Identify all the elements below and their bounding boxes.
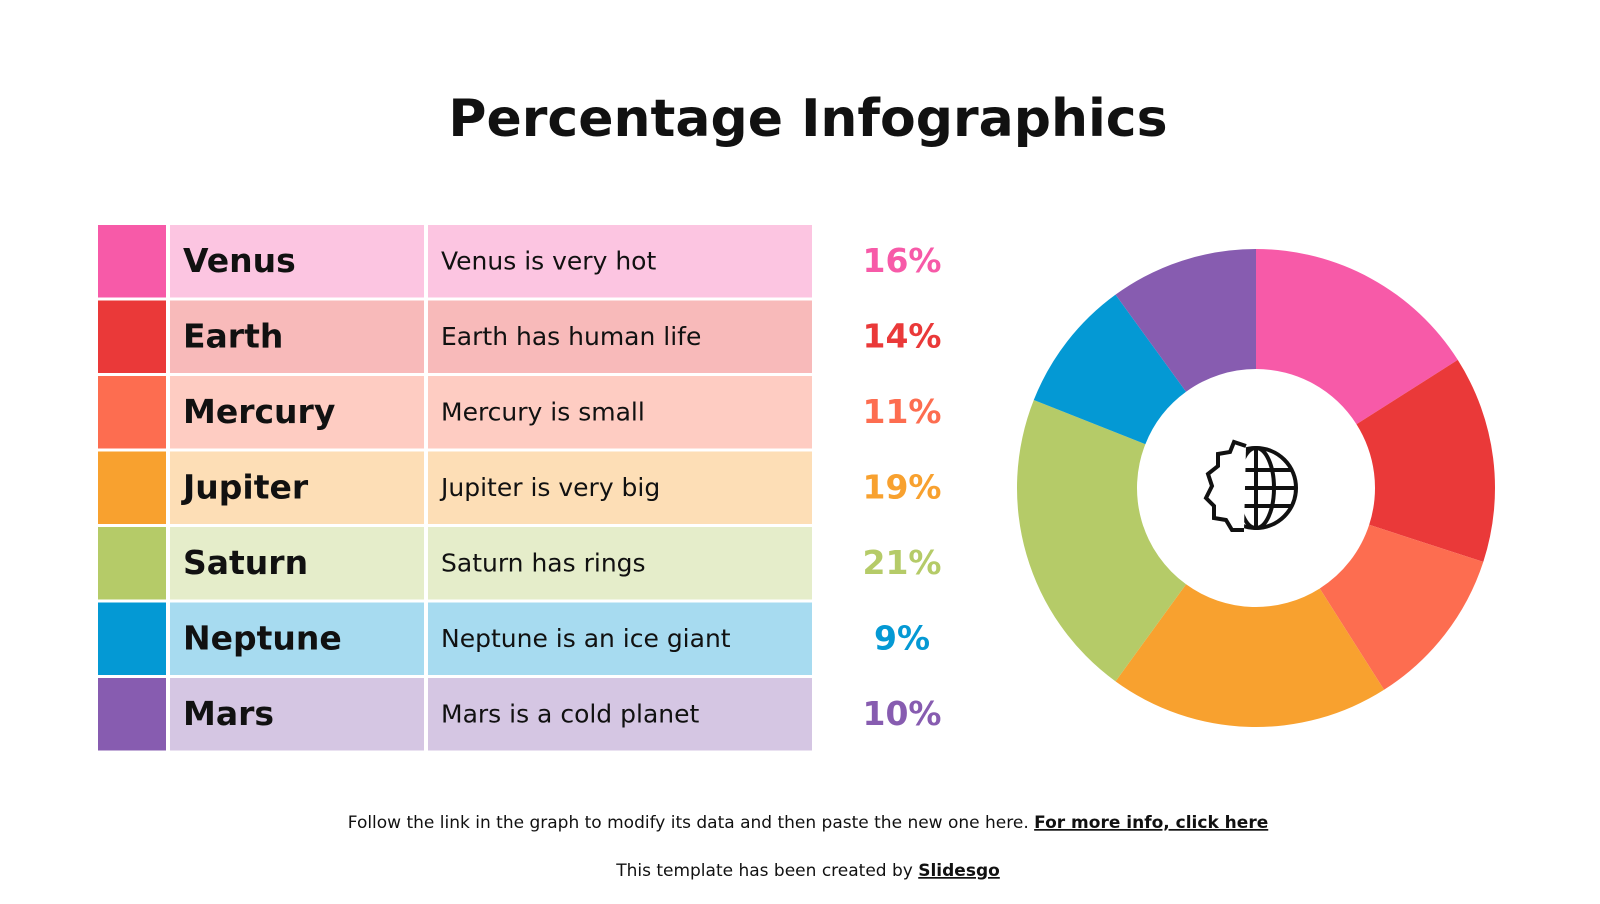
donut-segment (1356, 359, 1495, 562)
color-swatch (98, 225, 166, 298)
globe-gear-icon (1203, 439, 1298, 532)
percent-label: 9% (874, 618, 930, 657)
color-swatch (98, 300, 166, 373)
percent-label: 10% (863, 694, 942, 733)
name-cell (170, 451, 424, 524)
desc-cell (428, 527, 812, 600)
planet-name: Mars (183, 694, 274, 733)
name-cell (170, 376, 424, 449)
desc-cell (428, 678, 812, 751)
percent-label: 19% (863, 467, 942, 506)
planet-description: Neptune is an ice giant (441, 624, 731, 653)
percent-label: 11% (863, 392, 942, 431)
percent-label: 21% (863, 543, 942, 582)
credit-note: This template has been created by Slides… (615, 861, 1000, 881)
credit-link[interactable]: Slidesgo (918, 861, 1000, 881)
name-cell (170, 225, 424, 298)
title: Percentage Infographics (448, 89, 1167, 149)
name-cell (170, 300, 424, 373)
planet-name: Jupiter (181, 467, 309, 506)
donut-segment (1256, 249, 1458, 425)
percent-label: 16% (863, 241, 942, 280)
color-swatch (98, 451, 166, 524)
desc-cell (428, 225, 812, 298)
name-cell (170, 602, 424, 675)
desc-cell (428, 602, 812, 675)
planet-description: Venus is very hot (441, 246, 656, 275)
planet-description: Mercury is small (441, 397, 645, 426)
donut-segment (1319, 524, 1484, 690)
info-link[interactable]: For more info, click here (1034, 813, 1268, 833)
desc-cell (428, 376, 812, 449)
color-swatch (98, 527, 166, 600)
desc-cell (428, 300, 812, 373)
donut-segment (1115, 584, 1385, 727)
credit-text: This template has been created by (615, 861, 913, 881)
name-cell (170, 678, 424, 751)
percent-label: 14% (863, 316, 942, 355)
planet-name: Saturn (183, 543, 308, 582)
donut-segment (1033, 294, 1187, 445)
planet-description: Earth has human life (441, 322, 701, 351)
planet-name: Neptune (183, 618, 342, 657)
footer-text: Follow the link in the graph to modify i… (348, 813, 1029, 833)
color-swatch (98, 678, 166, 751)
planet-description: Saturn has rings (441, 548, 646, 577)
footer-note: Follow the link in the graph to modify i… (348, 813, 1268, 833)
donut-segment (1017, 400, 1187, 682)
planet-description: Mars is a cold planet (441, 699, 699, 728)
donut-segment (1115, 249, 1256, 392)
name-cell (170, 527, 424, 600)
desc-cell (428, 451, 812, 524)
planet-description: Jupiter is very big (439, 473, 660, 502)
color-swatch (98, 602, 166, 675)
planet-name: Earth (183, 316, 283, 355)
planet-name: Venus (183, 241, 296, 280)
color-swatch (98, 376, 166, 449)
planet-name: Mercury (183, 392, 335, 431)
